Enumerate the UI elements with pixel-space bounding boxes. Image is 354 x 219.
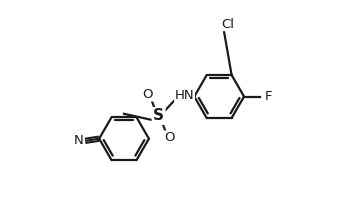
Text: N: N — [74, 134, 84, 147]
Text: O: O — [143, 88, 153, 101]
Text: F: F — [264, 90, 272, 103]
Text: HN: HN — [175, 89, 194, 102]
Text: Cl: Cl — [221, 18, 234, 31]
Text: S: S — [153, 108, 164, 124]
Text: O: O — [164, 131, 175, 144]
